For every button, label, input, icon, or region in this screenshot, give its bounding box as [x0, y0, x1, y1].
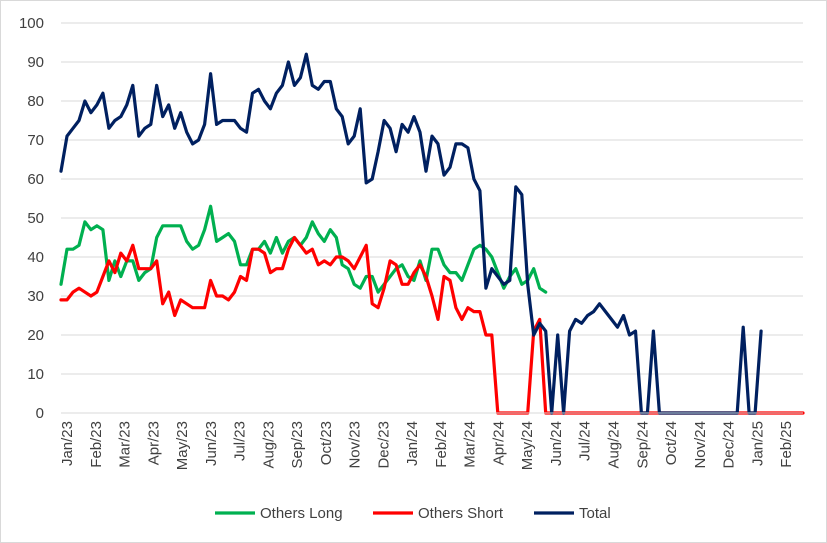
x-tick-label: Nov/23 — [347, 421, 364, 469]
y-tick-label: 90 — [27, 54, 44, 71]
y-tick-label: 30 — [27, 288, 44, 305]
x-tick-label: Jan/25 — [749, 421, 766, 466]
x-tick-label: May/23 — [174, 421, 191, 470]
x-tick-label: Feb/23 — [88, 421, 105, 468]
x-tick-label: Mar/24 — [462, 421, 479, 468]
x-tick-label: Feb/25 — [778, 421, 795, 468]
y-tick-label: 20 — [27, 327, 44, 344]
series-lines — [59, 52, 805, 415]
x-tick-label: Sep/24 — [634, 421, 651, 469]
y-tick-label: 100 — [19, 15, 44, 32]
x-tick-label: Sep/23 — [289, 421, 306, 469]
x-tick-label: Oct/23 — [318, 421, 335, 465]
x-tick-label: Oct/24 — [663, 421, 680, 465]
series-line-total — [59, 52, 763, 415]
legend: Others Long Others Short Total — [215, 505, 611, 522]
x-tick-label: Jan/24 — [404, 421, 421, 466]
x-axis-tick-labels: Jan/23 Feb/23 Mar/23 Apr/23 May/23 Jun/23 Jul/… — [59, 421, 795, 470]
y-axis-tick-labels: 0 10 20 30 40 50 60 70 80 90 100 — [19, 15, 44, 422]
x-tick-label: Dec/23 — [375, 421, 392, 469]
x-tick-label: Jun/24 — [548, 421, 565, 466]
y-tick-label: 0 — [36, 405, 44, 422]
x-tick-label: Mar/23 — [117, 421, 134, 468]
series-line-others-short — [59, 235, 805, 415]
x-tick-label: Dec/24 — [721, 421, 738, 469]
x-tick-label: May/24 — [519, 421, 536, 470]
x-tick-label: Apr/23 — [145, 421, 162, 465]
legend-label: Others Short — [418, 505, 504, 522]
x-tick-label: Aug/24 — [605, 421, 622, 469]
x-tick-label: Jan/23 — [59, 421, 76, 466]
series-line-others-long — [59, 204, 548, 294]
y-tick-label: 40 — [27, 249, 44, 266]
x-tick-label: Jul/24 — [577, 421, 594, 461]
y-tick-label: 60 — [27, 171, 44, 188]
gridlines — [61, 22, 803, 375]
y-tick-label: 50 — [27, 210, 44, 227]
x-tick-label: Apr/24 — [490, 421, 507, 465]
x-tick-label: Feb/24 — [433, 421, 450, 468]
x-tick-label: Nov/24 — [692, 421, 709, 469]
x-tick-label: Jul/23 — [232, 421, 249, 461]
x-tick-label: Jun/23 — [203, 421, 220, 466]
legend-label: Total — [579, 505, 611, 522]
y-tick-label: 70 — [27, 132, 44, 149]
x-tick-label: Aug/23 — [260, 421, 277, 469]
legend-label: Others Long — [260, 505, 343, 522]
y-tick-label: 10 — [27, 366, 44, 383]
y-tick-label: 80 — [27, 93, 44, 110]
